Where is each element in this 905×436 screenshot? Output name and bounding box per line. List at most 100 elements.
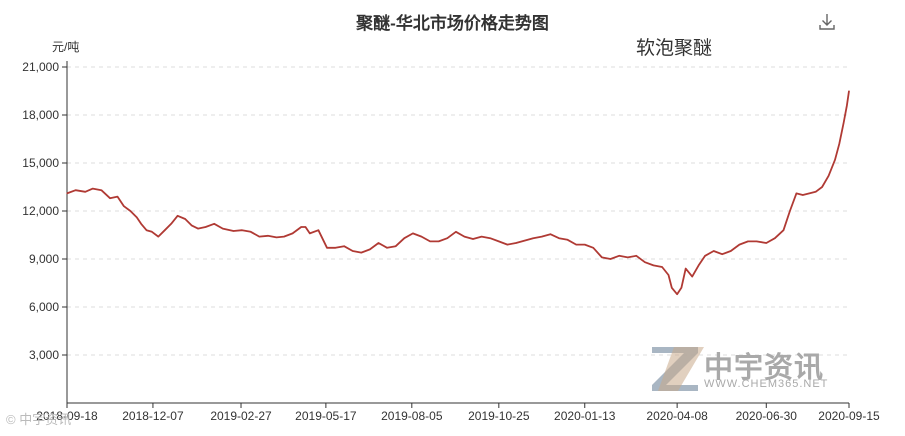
- data-point: [164, 229, 166, 231]
- data-point: [157, 236, 159, 238]
- data-point: [828, 175, 830, 177]
- data-point: [609, 258, 612, 260]
- data-point: [541, 236, 543, 238]
- data-point: [834, 159, 836, 161]
- data-point: [661, 266, 663, 268]
- data-point: [177, 215, 179, 217]
- x-tick-label: 2019-05-17: [295, 409, 357, 423]
- data-point: [515, 242, 517, 244]
- download-icon[interactable]: [816, 11, 838, 33]
- data-point: [429, 240, 431, 242]
- data-point: [360, 252, 362, 254]
- x-tick-label: 2020-04-08: [646, 409, 708, 423]
- data-point: [300, 226, 302, 228]
- data-point: [412, 232, 414, 234]
- data-point: [838, 143, 840, 145]
- data-point: [438, 240, 440, 242]
- y-tick-label: 12,000: [22, 204, 59, 218]
- data-point: [680, 287, 683, 289]
- data-point: [592, 247, 594, 249]
- y-tick-label: 18,000: [22, 108, 59, 122]
- data-point: [756, 240, 758, 242]
- chart-subtitle: 软泡聚醚: [636, 38, 713, 59]
- data-point: [250, 231, 252, 233]
- x-tick-label: 2018-09-18: [36, 409, 98, 423]
- data-point: [618, 255, 620, 257]
- data-point: [704, 255, 706, 257]
- data-point: [92, 188, 94, 190]
- data-point: [821, 186, 823, 188]
- data-point: [386, 247, 388, 249]
- data-point: [730, 250, 732, 252]
- watermark-url: WWW.CHEM365.NET: [704, 378, 829, 390]
- data-point: [140, 223, 142, 225]
- data-point: [420, 236, 423, 238]
- data-point: [532, 237, 534, 239]
- data-point: [66, 192, 68, 194]
- data-point: [524, 240, 526, 242]
- data-point: [343, 245, 345, 247]
- data-point: [846, 104, 848, 106]
- x-tick-label: 2020-06-30: [736, 409, 798, 423]
- data-point: [222, 228, 224, 230]
- data-point: [377, 242, 380, 244]
- x-tick-label: 2019-08-05: [381, 409, 443, 423]
- data-point: [601, 256, 603, 258]
- data-point: [170, 223, 172, 225]
- data-point: [129, 210, 131, 212]
- data-point: [109, 197, 111, 199]
- data-point: [205, 226, 207, 228]
- y-tick-label: 9,000: [29, 252, 59, 266]
- x-tick-label: 2020-01-13: [554, 409, 616, 423]
- chart-title: 聚醚-华北市场价格走势图: [356, 14, 549, 33]
- data-point: [352, 250, 354, 252]
- data-point: [774, 237, 776, 239]
- data-point: [395, 245, 397, 247]
- data-point: [575, 244, 577, 246]
- data-point: [627, 256, 629, 258]
- data-point: [489, 237, 491, 239]
- x-tick-label: 2019-10-25: [468, 409, 530, 423]
- data-point: [549, 233, 552, 235]
- data-point: [283, 236, 285, 238]
- data-point: [567, 239, 569, 241]
- data-point: [789, 210, 791, 212]
- data-point: [584, 244, 586, 246]
- data-point: [309, 232, 311, 234]
- data-point: [241, 229, 243, 231]
- data-point: [184, 218, 186, 220]
- data-point: [258, 236, 260, 238]
- data-point: [747, 240, 749, 242]
- data-point: [848, 90, 850, 92]
- data-point: [481, 236, 483, 238]
- data-point: [685, 268, 687, 270]
- y-tick-label: 6,000: [29, 300, 59, 314]
- data-point: [802, 194, 804, 196]
- data-point: [191, 224, 193, 226]
- y-tick-label: 21,000: [22, 60, 59, 74]
- data-point: [644, 261, 646, 263]
- data-point: [558, 237, 560, 239]
- data-point: [808, 192, 810, 194]
- data-point: [75, 189, 77, 191]
- data-point: [635, 255, 637, 257]
- x-tick-label: 2018-12-07: [122, 409, 184, 423]
- data-point: [116, 196, 119, 198]
- data-point: [498, 240, 500, 242]
- data-point: [455, 231, 457, 233]
- watermark-brand: 中宇资讯: [704, 352, 825, 384]
- data-point: [123, 205, 125, 207]
- data-point: [738, 244, 741, 246]
- data-point: [151, 231, 153, 233]
- data-point: [369, 248, 371, 250]
- data-point: [275, 236, 278, 238]
- x-tick-label: 2020-09-15: [818, 409, 880, 423]
- data-point: [721, 253, 723, 255]
- data-point: [713, 250, 715, 252]
- y-tick-label: 15,000: [22, 156, 59, 170]
- data-point: [317, 229, 319, 231]
- data-point: [136, 216, 138, 218]
- data-point: [667, 274, 670, 276]
- data-point: [100, 189, 102, 191]
